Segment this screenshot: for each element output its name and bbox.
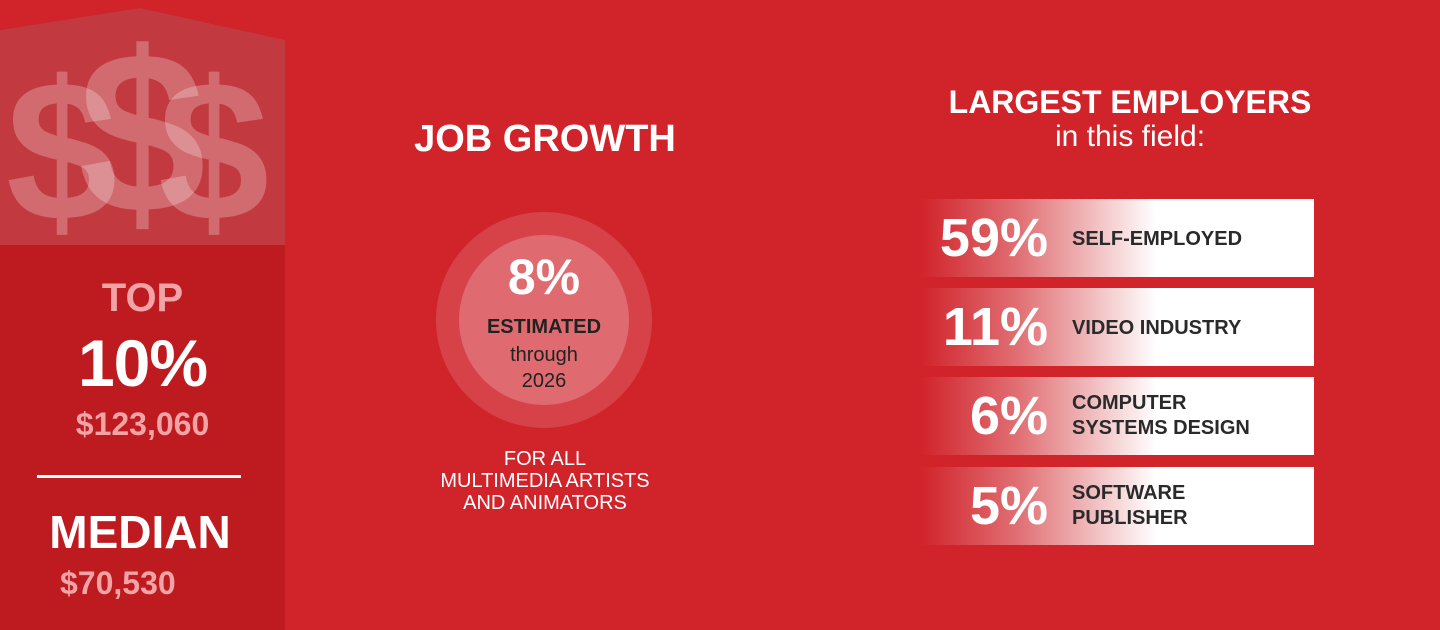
- growth-circle-inner: [459, 235, 629, 405]
- employers-subtitle: in this field:: [1054, 120, 1206, 153]
- growth-percent: 8%: [507, 249, 581, 305]
- employer-label-line: VIDEO INDUSTRY: [1072, 317, 1242, 339]
- employer-label-line: PUBLISHER: [1072, 507, 1188, 529]
- employer-row: 5% SOFTWARE PUBLISHER: [920, 467, 1314, 545]
- dollar-signs-icon: $ $ $: [6, 4, 270, 263]
- employer-label-line: SYSTEMS DESIGN: [1072, 417, 1250, 439]
- top-salary: $123,060: [75, 406, 210, 442]
- job-growth-title: JOB GROWTH: [414, 118, 676, 160]
- employer-label-line: SELF-EMPLOYED: [1072, 228, 1243, 250]
- employer-bar: [920, 377, 1314, 455]
- employer-percent: 59%: [939, 208, 1048, 268]
- employer-row: 6% COMPUTER SYSTEMS DESIGN: [920, 377, 1314, 455]
- employer-label: VIDEO INDUSTRY: [1072, 316, 1310, 341]
- divider: [37, 475, 241, 478]
- employer-bar: [920, 199, 1314, 277]
- growth-note-line: MULTIMEDIA ARTISTS: [440, 470, 650, 492]
- employer-percent: 6%: [969, 386, 1048, 446]
- employer-label: COMPUTER SYSTEMS DESIGN: [1072, 391, 1310, 441]
- employer-row: 11% VIDEO INDUSTRY: [920, 288, 1314, 366]
- growth-note-line: AND ANIMATORS: [463, 492, 627, 514]
- growth-through: through: [510, 344, 578, 366]
- employer-row: 59% SELF-EMPLOYED: [920, 199, 1314, 277]
- growth-note-line: FOR ALL: [503, 448, 587, 470]
- employer-label: SOFTWARE PUBLISHER: [1072, 481, 1310, 531]
- growth-note: FOR ALL MULTIMEDIA ARTISTS AND ANIMATORS: [400, 448, 690, 514]
- employers-title: LARGEST EMPLOYERS: [948, 84, 1312, 120]
- employer-percent: 11%: [942, 297, 1048, 357]
- salary-panel-background: [0, 8, 285, 630]
- top-percentile: 10%: [77, 326, 208, 400]
- median-salary: $70,530: [60, 565, 176, 601]
- employer-label-line: SOFTWARE: [1072, 482, 1186, 504]
- employer-bar: [920, 467, 1314, 545]
- growth-year: 2026: [521, 370, 567, 392]
- top-label: TOP: [101, 276, 184, 320]
- growth-estimated: ESTIMATED: [486, 316, 602, 338]
- employer-bar: [920, 288, 1314, 366]
- median-label: MEDIAN: [49, 506, 231, 558]
- employer-label: SELF-EMPLOYED: [1072, 227, 1310, 252]
- salary-panel: $ $ $ TOP 10% $123,060 MEDIAN $70,530: [0, 0, 285, 630]
- growth-circle-outer: [436, 212, 652, 428]
- employer-label-line: COMPUTER: [1072, 392, 1187, 414]
- employer-percent: 5%: [969, 476, 1048, 536]
